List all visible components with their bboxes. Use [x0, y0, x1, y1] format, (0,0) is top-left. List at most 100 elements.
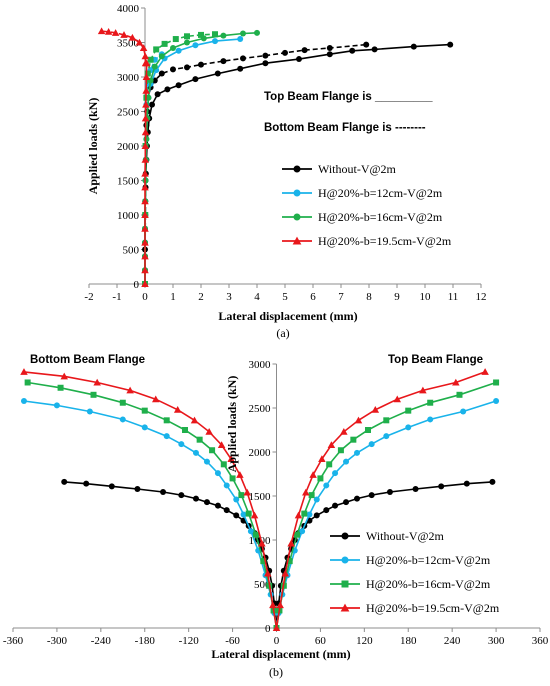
chart-b-data-point: [86, 408, 93, 415]
chart-b-data-point: [53, 402, 60, 409]
chart-a-data-point: [326, 51, 333, 58]
chart-a-data-point: [262, 60, 269, 67]
chart-a-series-line: [101, 30, 147, 64]
chart-b-region-label-top-flange: Top Beam Flange: [388, 354, 483, 366]
chart-a-data-point: [172, 36, 179, 43]
chart-b-data-point: [286, 558, 293, 565]
chart-b-data-point: [214, 502, 221, 509]
chart-b-data-point: [294, 511, 303, 519]
chart-a-data-point: [147, 56, 154, 63]
chart-a-legend-item: H@20%-b=16cm-V@2m: [282, 210, 443, 224]
chart-b-series-1: [20, 397, 500, 631]
chart-b-data-point: [456, 391, 463, 398]
chart-a-data-point: [175, 82, 182, 89]
chart-a-legend-label: H@20%-b=16cm-V@2m: [318, 210, 443, 224]
chart-b-data-point: [493, 379, 500, 386]
chart-a-data-point: [164, 86, 171, 93]
chart-a: -2 -1 0 1 2 3 4 5 6 7 8 9 10 11 1205001000150020002500…: [84, 3, 486, 340]
chart-b-data-point: [233, 496, 240, 503]
chart-a-legend-marker: [293, 189, 301, 197]
chart-b-legend-item: H@20%-b=12cm-V@2m: [330, 553, 491, 567]
chart-a-caption: (a): [276, 326, 289, 340]
chart-b-data-point: [223, 482, 230, 489]
chart-b-data-point: [343, 458, 350, 465]
chart-b-data-point: [317, 475, 324, 482]
chart-a-data-point: [447, 41, 454, 48]
chart-b-data-point: [90, 391, 97, 398]
chart-a-data-point: [141, 59, 150, 67]
chart-a-data-point: [192, 42, 199, 49]
chart-b-data-point: [163, 433, 170, 440]
chart-a-data-point: [135, 38, 144, 46]
chart-a-data-point: [240, 30, 246, 37]
chart-a-data-point: [198, 61, 204, 68]
chart-b-data-point: [214, 470, 221, 477]
chart-a-data-point: [141, 266, 149, 274]
chart-b-data-point: [354, 495, 361, 502]
chart-b-y-tick-label: 2500: [249, 403, 272, 415]
chart-a-y-tick-label: 3000: [117, 72, 140, 84]
chart-a-x-tick-label: 1: [170, 291, 176, 303]
chart-b-data-point: [134, 485, 141, 492]
chart-a-x-tick-label: 7: [338, 291, 344, 303]
chart-a-series-7: [97, 27, 150, 67]
chart-b-legend-item: H@20%-b=16cm-V@2m: [330, 577, 491, 591]
chart-a-data-point: [220, 32, 227, 39]
chart-b-data-point: [220, 461, 227, 468]
chart-b-x-tick-label: -180: [135, 635, 156, 647]
chart-b-data-point: [263, 569, 272, 577]
chart-a-data-point: [141, 156, 150, 163]
chart-a-x-tick-label: 4: [254, 291, 260, 303]
chart-a-legend-marker: [293, 213, 301, 221]
chart-b-data-point: [151, 395, 160, 403]
chart-b-data-point: [192, 495, 199, 502]
chart-b-data-point: [247, 528, 254, 535]
chart-b-x-tick-label: -240: [91, 635, 112, 647]
chart-a-data-point: [198, 31, 204, 38]
chart-b-data-point: [260, 558, 267, 565]
chart-b-data-point: [460, 408, 467, 415]
chart-a-data-point: [170, 66, 176, 73]
chart-b-legend-item: Without-V@2m: [330, 529, 445, 543]
chart-b-data-point: [340, 428, 348, 435]
chart-a-data-point: [141, 128, 150, 136]
chart-b-data-point: [141, 407, 148, 414]
chart-b-x-tick-label: 120: [356, 635, 373, 647]
chart-a-data-point: [149, 101, 155, 108]
chart-a-y-tick-label: 4000: [117, 3, 140, 15]
chart-a-data-point: [141, 52, 150, 60]
chart-b-data-point: [332, 470, 339, 477]
chart-a-data-point: [175, 47, 182, 54]
chart-a-series-6: [141, 59, 151, 287]
chart-b-legend-marker: [341, 556, 349, 564]
chart-b-data-point: [253, 531, 260, 538]
chart-b-data-point: [327, 441, 336, 448]
chart-b-data-point: [209, 447, 216, 454]
chart-b-data-point: [126, 386, 134, 394]
chart-a-series-2: [142, 36, 244, 287]
chart-a-y-tick-label: 2000: [117, 141, 140, 153]
chart-b-data-point: [163, 417, 170, 424]
chart-b-data-point: [318, 455, 326, 463]
chart-b-data-point: [313, 496, 320, 503]
chart-b-caption: (b): [269, 665, 283, 679]
chart-b-data-point: [61, 478, 68, 485]
chart-b-data-point: [192, 449, 199, 456]
chart-b-data-point: [419, 386, 427, 394]
chart-b-legend-marker: [341, 532, 349, 540]
chart-b-data-point: [368, 492, 375, 499]
chart-a-data-point: [237, 36, 244, 43]
chart-a-legend: Without-V@2m H@20%-b=12cm-V@2m H@20%-b=16c…: [282, 162, 452, 248]
chart-b-data-point: [386, 489, 393, 496]
chart-a-data-point: [192, 76, 199, 83]
chart-b-data-point: [405, 424, 412, 431]
chart-b-legend-marker: [341, 580, 349, 588]
chart-b-data-point: [313, 512, 320, 519]
chart-a-data-point: [141, 238, 149, 246]
chart-a-data-point: [142, 73, 151, 80]
chart-a-x-tick-label: 0: [142, 291, 148, 303]
chart-b-legend-item: H@20%-b=19.5cm-V@2m: [330, 601, 500, 615]
chart-a-data-point: [144, 70, 151, 77]
chart-a-data-point: [184, 39, 190, 46]
